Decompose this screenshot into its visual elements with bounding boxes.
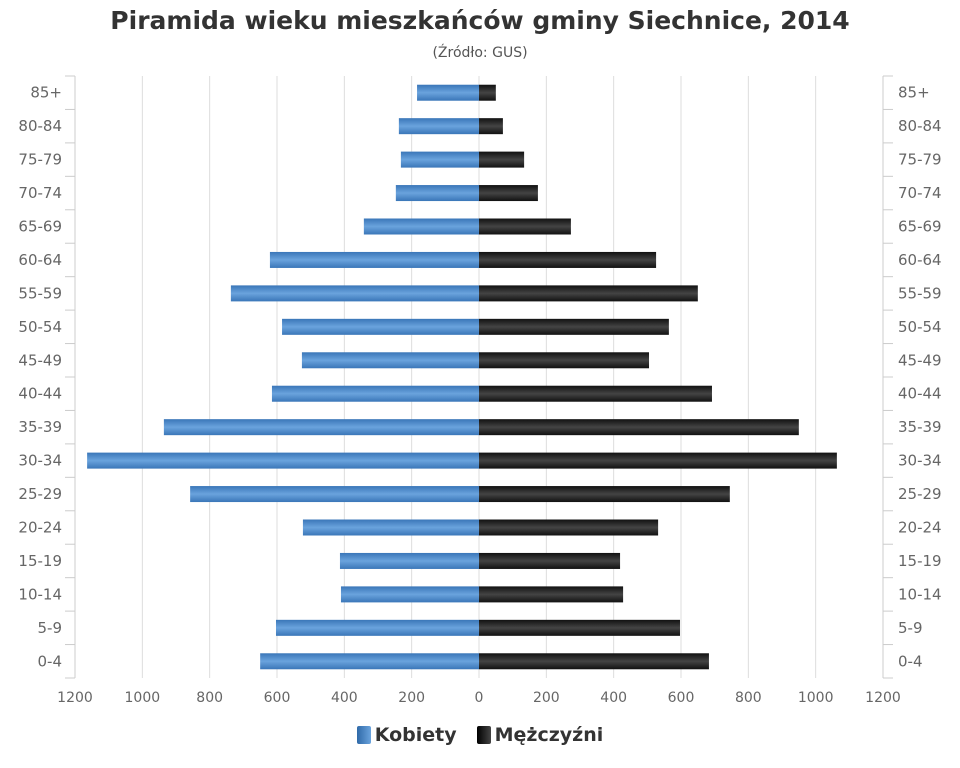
x-tick-label: 400 (600, 690, 627, 706)
y-tick-label-right: 55-59 (898, 284, 942, 302)
y-tick-label-right: 85+ (898, 84, 930, 102)
y-tick-label-right: 15-19 (898, 552, 942, 570)
bar-mezczyzni-85+ (479, 84, 496, 101)
legend-swatch-kobiety (356, 726, 371, 744)
y-tick-label-left: 60-64 (18, 251, 62, 269)
bar-kobiety-65-69 (363, 218, 479, 235)
bar-mezczyzni-35-39 (479, 419, 799, 436)
x-tick-label: 600 (264, 690, 291, 706)
x-tick-label: 1000 (798, 690, 834, 706)
y-tick-label-left: 65-69 (18, 218, 62, 236)
bar-mezczyzni-50-54 (479, 318, 669, 335)
bar-kobiety-55-59 (230, 285, 479, 302)
bar-kobiety-70-74 (395, 185, 479, 202)
y-tick-label-right: 40-44 (898, 385, 942, 403)
x-tick-label: 1200 (57, 690, 93, 706)
y-tick-label-left: 85+ (30, 84, 62, 102)
x-tick-label: 800 (196, 690, 223, 706)
bar-kobiety-85+ (417, 84, 479, 101)
y-tick-label-right: 20-24 (898, 519, 942, 537)
y-tick-label-left: 45-49 (18, 351, 62, 369)
bar-kobiety-50-54 (282, 318, 479, 335)
y-tick-label-left: 15-19 (18, 552, 62, 570)
bar-mezczyzni-70-74 (479, 185, 538, 202)
y-tick-label-left: 50-54 (18, 318, 62, 336)
chart-subtitle: (Źródło: GUS) (432, 45, 528, 61)
x-tick-label: 400 (331, 690, 358, 706)
y-tick-label-right: 65-69 (898, 218, 942, 236)
bar-mezczyzni-5-9 (479, 619, 680, 636)
bar-kobiety-75-79 (400, 151, 479, 168)
y-tick-label-left: 10-14 (18, 585, 62, 603)
bar-kobiety-5-9 (275, 619, 479, 636)
bar-mezczyzni-45-49 (479, 352, 650, 369)
bar-mezczyzni-80-84 (479, 118, 503, 135)
legend-label: Kobiety (374, 724, 457, 746)
y-tick-label-left: 5-9 (38, 619, 63, 637)
y-tick-label-left: 25-29 (18, 485, 62, 503)
y-tick-label-right: 75-79 (898, 151, 942, 169)
x-tick-label: 200 (398, 690, 425, 706)
bar-mezczyzni-30-34 (479, 452, 837, 469)
y-tick-label-right: 0-4 (898, 652, 923, 670)
bar-kobiety-30-34 (87, 452, 480, 469)
bar-mezczyzni-20-24 (479, 519, 659, 536)
bar-kobiety-10-14 (340, 586, 479, 603)
y-tick-label-left: 0-4 (38, 652, 63, 670)
x-tick-label: 1200 (865, 690, 901, 706)
bar-kobiety-35-39 (163, 419, 479, 436)
y-tick-label-right: 10-14 (898, 585, 942, 603)
y-tick-label-right: 70-74 (898, 184, 942, 202)
legend-item-kobiety[interactable]: Kobiety (356, 724, 457, 746)
y-tick-label-left: 75-79 (18, 151, 62, 169)
y-tick-label-right: 80-84 (898, 117, 942, 135)
x-tick-label: 1000 (125, 690, 161, 706)
bar-kobiety-0-4 (260, 653, 479, 670)
y-tick-label-right: 30-34 (898, 452, 942, 470)
legend: Kobiety Mężczyźni (0, 724, 960, 746)
y-tick-label-left: 20-24 (18, 519, 62, 537)
y-tick-label-left: 30-34 (18, 452, 62, 470)
x-tick-label: 600 (668, 690, 695, 706)
x-tick-label: 800 (735, 690, 762, 706)
y-tick-label-left: 55-59 (18, 284, 62, 302)
y-tick-label-right: 45-49 (898, 351, 942, 369)
bar-mezczyzni-65-69 (479, 218, 571, 235)
bar-kobiety-45-49 (301, 352, 479, 369)
bar-mezczyzni-0-4 (479, 653, 709, 670)
bar-mezczyzni-60-64 (479, 251, 657, 268)
legend-item-mezczyzni[interactable]: Mężczyźni (476, 724, 604, 746)
bar-kobiety-40-44 (271, 385, 479, 402)
bar-kobiety-60-64 (269, 251, 479, 268)
bar-mezczyzni-15-19 (479, 552, 621, 569)
y-tick-label-left: 40-44 (18, 385, 62, 403)
x-tick-label: 0 (475, 690, 484, 706)
y-tick-label-left: 80-84 (18, 117, 62, 135)
chart-title: Piramida wieku mieszkańców gminy Siechni… (110, 6, 850, 35)
y-tick-label-left: 70-74 (18, 184, 62, 202)
y-tick-label-right: 50-54 (898, 318, 942, 336)
y-tick-label-right: 5-9 (898, 619, 923, 637)
bar-mezczyzni-55-59 (479, 285, 698, 302)
bar-mezczyzni-40-44 (479, 385, 712, 402)
y-tick-label-left: 35-39 (18, 418, 62, 436)
bar-kobiety-15-19 (339, 552, 479, 569)
legend-label: Mężczyźni (494, 724, 604, 746)
bar-mezczyzni-75-79 (479, 151, 525, 168)
y-tick-label-right: 25-29 (898, 485, 942, 503)
x-tick-label: 200 (533, 690, 560, 706)
bar-kobiety-25-29 (190, 486, 479, 503)
y-tick-label-right: 60-64 (898, 251, 942, 269)
bar-mezczyzni-10-14 (479, 586, 624, 603)
bar-mezczyzni-25-29 (479, 486, 730, 503)
y-tick-label-right: 35-39 (898, 418, 942, 436)
bar-kobiety-80-84 (398, 118, 479, 135)
legend-swatch-mezczyzni (476, 726, 491, 744)
bar-kobiety-20-24 (302, 519, 479, 536)
